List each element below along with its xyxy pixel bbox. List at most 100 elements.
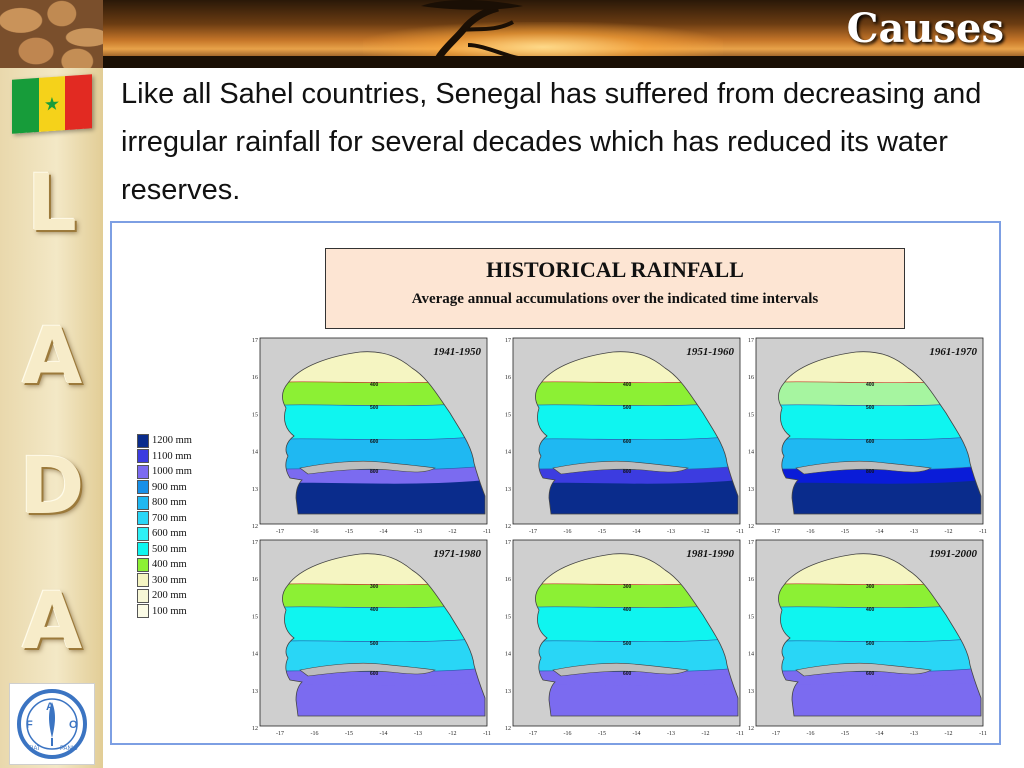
contour-value-label: 300 (866, 584, 875, 590)
y-tick-label: 12 (505, 524, 511, 530)
senegal-outline (282, 351, 486, 515)
gambia-shape (552, 460, 689, 475)
x-tick-label: -13 (667, 529, 675, 535)
x-tick-label: -16 (311, 731, 319, 737)
period-label: 1991-2000 (929, 548, 977, 560)
contour-value-label: 800 (623, 469, 632, 475)
fao-letter-a: A (46, 701, 54, 713)
fao-motto-fiat: FIAT (28, 746, 41, 752)
rainfall-band (282, 402, 485, 442)
rainfall-band (535, 604, 738, 644)
legend-item: 900 mm (137, 480, 227, 496)
senegal-outline (535, 351, 739, 515)
legend-label: 500 mm (152, 543, 187, 555)
contour-value-label: 400 (623, 382, 632, 388)
rainfall-map-panel: 400 500 600 800 1941-1950 -17 -16 -15 -14 -13 -12 -… (250, 333, 492, 539)
x-tick-label: -15 (841, 529, 849, 535)
legend-item: 600 mm (137, 526, 227, 542)
contour-value-label: 500 (370, 641, 379, 647)
legend-swatch (137, 449, 149, 464)
legend-label: 700 mm (152, 512, 187, 524)
y-tick-label: 15 (748, 412, 754, 418)
lada-letter-a2: A (21, 577, 83, 667)
rainfall-map-panel: 300 400 500 600 1981-1990 -17 -16 -15 -14 -13 -12 -… (503, 535, 745, 741)
x-tick-label: -15 (598, 529, 606, 535)
rainfall-band (282, 604, 485, 644)
rainfall-map: 300 400 500 600 1971-1980 -17 -16 -15 -14 -13 -12 -… (252, 539, 491, 737)
contour-value-label: 300 (623, 584, 632, 590)
y-tick-label: 16 (505, 375, 511, 381)
x-tick-label: -15 (841, 731, 849, 737)
y-tick-label: 17 (748, 540, 754, 546)
contour-value-label: 300 (370, 584, 379, 590)
gambia-shape (795, 460, 932, 475)
lada-letter-l: L (27, 159, 77, 249)
fao-letter-o: O (69, 719, 78, 731)
y-tick-label: 17 (505, 338, 511, 344)
x-tick-label: -17 (276, 529, 284, 535)
legend-label: 300 mm (152, 574, 187, 586)
x-tick-label: -16 (311, 529, 319, 535)
rainfall-band (535, 682, 738, 716)
y-tick-label: 14 (505, 652, 511, 658)
legend-swatch (137, 433, 149, 448)
rainfall-band (535, 480, 738, 514)
legend-label: 100 mm (152, 605, 187, 617)
legend-item: 500 mm (137, 542, 227, 558)
y-tick-label: 15 (252, 412, 258, 418)
legend-item: 1100 mm (137, 449, 227, 465)
y-tick-label: 15 (505, 614, 511, 620)
rainfall-band (282, 379, 485, 408)
legend-item: 400 mm (137, 557, 227, 573)
x-tick-label: -12 (945, 529, 953, 535)
legend-label: 1100 mm (152, 450, 192, 462)
x-tick-label: -15 (345, 731, 353, 737)
legend-item: 200 mm (137, 588, 227, 604)
y-tick-label: 17 (748, 338, 754, 344)
contour-value-label: 500 (866, 405, 875, 411)
y-tick-label: 15 (252, 614, 258, 620)
x-tick-label: -12 (702, 731, 710, 737)
gambia-shape (795, 662, 932, 677)
rainfall-band (535, 436, 738, 472)
y-tick-label: 16 (252, 375, 258, 381)
left-decorative-strip: ★ L A D A F A O FIAT PANIS (0, 0, 103, 768)
senegal-outline (778, 553, 982, 717)
x-tick-label: -13 (414, 731, 422, 737)
y-tick-label: 13 (505, 487, 511, 493)
x-tick-label: -14 (633, 529, 641, 535)
fao-letter-f: F (26, 719, 33, 731)
y-tick-label: 16 (252, 577, 258, 583)
x-tick-label: -14 (876, 731, 884, 737)
rainfall-band (778, 436, 981, 472)
rainfall-band (535, 379, 738, 408)
x-tick-label: -14 (380, 731, 388, 737)
y-tick-label: 12 (505, 726, 511, 732)
contour-value-label: 500 (866, 641, 875, 647)
slide-title: Causes (846, 5, 1004, 52)
legend-item: 1200 mm (137, 433, 227, 449)
period-label: 1971-1980 (433, 548, 481, 560)
fao-motto-panis: PANIS (60, 746, 78, 752)
y-tick-label: 15 (748, 614, 754, 620)
legend-label: 200 mm (152, 590, 187, 602)
x-tick-label: -11 (483, 731, 491, 737)
rainfall-legend: 1200 mm 1100 mm 1000 mm 900 mm 800 mm 700 mm 6… (137, 433, 227, 619)
x-tick-label: -12 (449, 731, 457, 737)
gambia-shape (552, 662, 689, 677)
legend-label: 900 mm (152, 481, 187, 493)
senegal-outline (282, 553, 486, 717)
y-tick-label: 14 (505, 450, 511, 456)
y-tick-label: 16 (748, 577, 754, 583)
y-tick-label: 17 (252, 540, 258, 546)
rainfall-band (282, 638, 485, 674)
x-tick-label: -15 (345, 529, 353, 535)
contour-value-label: 600 (370, 439, 379, 445)
rainfall-band (778, 638, 981, 674)
rainfall-map-panel: 300 400 500 600 1971-1980 -17 -16 -15 -14 -13 -12 -… (250, 535, 492, 741)
rainfall-band (535, 581, 738, 610)
x-tick-label: -16 (564, 529, 572, 535)
senegal-outline (535, 553, 739, 717)
lada-letter-a: A (21, 312, 83, 402)
period-label: 1961-1970 (929, 346, 977, 358)
